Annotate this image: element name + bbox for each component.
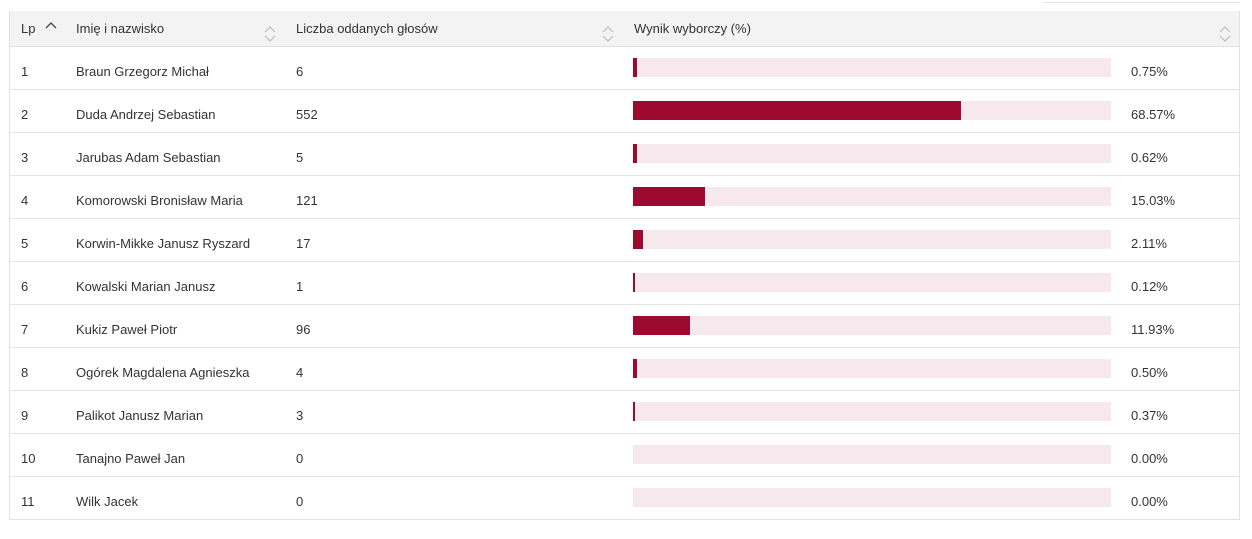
column-header-name-label: Imię i nazwisko [76, 21, 165, 36]
table-row: 11 Wilk Jacek 0 0.00% [10, 477, 1239, 519]
row-lp: 8 [21, 365, 29, 380]
row-candidate-name: Komorowski Bronisław Maria [76, 193, 243, 208]
row-lp: 1 [21, 64, 29, 79]
row-percentage: 0.50% [1131, 365, 1168, 380]
row-candidate-name: Tanajno Paweł Jan [76, 451, 186, 466]
sort-updown-icon [1219, 21, 1231, 42]
result-bar-fill [633, 316, 691, 335]
table-row: 2 Duda Andrzej Sebastian 552 68.57% [10, 90, 1239, 133]
row-candidate-name: Ogórek Magdalena Agnieszka [76, 365, 250, 380]
result-bar-track [633, 144, 1111, 163]
result-bar-track [633, 187, 1111, 206]
column-header-result-label: Wynik wyborczy (%) [634, 21, 751, 36]
result-bar-fill [633, 101, 961, 120]
row-lp: 2 [21, 107, 29, 122]
chevron-up-icon [45, 12, 57, 59]
row-votes: 96 [296, 322, 311, 337]
table-row: 5 Korwin-Mikke Janusz Ryszard 17 2.11% [10, 219, 1239, 262]
row-candidate-name: Korwin-Mikke Janusz Ryszard [76, 236, 251, 251]
result-bar-fill [633, 359, 637, 378]
column-header-votes[interactable]: Liczba oddanych głosów [296, 12, 626, 46]
table-row: 8 Ogórek Magdalena Agnieszka 4 0.50% [10, 348, 1239, 391]
table-row: 6 Kowalski Marian Janusz 1 0.12% [10, 262, 1239, 305]
result-bar-track [633, 58, 1111, 77]
row-percentage: 15.03% [1131, 193, 1176, 208]
row-votes: 121 [296, 193, 318, 208]
result-bar-fill [633, 144, 637, 163]
column-header-result[interactable]: Wynik wyborczy (%) [634, 12, 1234, 46]
table-row: 1 Braun Grzegorz Michał 6 0.75% [10, 47, 1239, 90]
row-percentage: 0.75% [1131, 64, 1168, 79]
row-lp: 7 [21, 322, 29, 337]
row-percentage: 2.11% [1131, 236, 1167, 251]
row-votes: 1 [296, 279, 304, 294]
row-candidate-name: Duda Andrzej Sebastian [76, 107, 216, 122]
result-bar-track [633, 101, 1111, 120]
row-lp: 5 [21, 236, 29, 251]
column-header-lp-label: Lp [21, 21, 36, 36]
result-bar-fill [633, 58, 637, 77]
row-candidate-name: Jarubas Adam Sebastian [76, 150, 221, 165]
result-bar-track [633, 402, 1111, 421]
results-table: Lp Imię i nazwisko Liczba oddanych głosó… [9, 11, 1240, 520]
row-percentage: 0.37% [1131, 408, 1168, 423]
row-percentage: 11.93% [1131, 322, 1175, 337]
result-bar-track [633, 273, 1111, 292]
row-percentage: 0.12% [1131, 279, 1168, 294]
table-row: 10 Tanajno Paweł Jan 0 0.00% [10, 434, 1239, 477]
sort-updown-icon [602, 21, 614, 42]
row-percentage: 0.62% [1131, 150, 1168, 165]
row-percentage: 68.57% [1131, 107, 1176, 122]
result-bar-track [633, 230, 1111, 249]
table-row: 4 Komorowski Bronisław Maria 121 15.03% [10, 176, 1239, 219]
row-votes: 6 [296, 64, 304, 79]
row-votes: 552 [296, 107, 318, 122]
result-bar-fill [633, 402, 635, 421]
row-lp: 3 [21, 150, 29, 165]
result-bar-track [633, 316, 1111, 335]
row-candidate-name: Palikot Janusz Marian [76, 408, 204, 423]
result-bar-track [633, 445, 1111, 464]
row-percentage: 0.00% [1131, 451, 1168, 466]
result-bar-track [633, 488, 1111, 507]
row-votes: 0 [296, 451, 304, 466]
table-row: 7 Kukiz Paweł Piotr 96 11.93% [10, 305, 1239, 348]
row-votes: 17 [296, 236, 311, 251]
row-lp: 10 [21, 451, 36, 466]
result-bar-fill [633, 230, 644, 249]
table-row: 9 Palikot Janusz Marian 3 0.37% [10, 391, 1239, 434]
top-divider [1044, 0, 1240, 3]
result-bar-track [633, 359, 1111, 378]
row-votes: 3 [296, 408, 304, 423]
row-candidate-name: Braun Grzegorz Michał [76, 64, 209, 79]
row-percentage: 0.00% [1131, 494, 1168, 509]
column-header-name[interactable]: Imię i nazwisko [76, 12, 286, 46]
result-bar-fill [633, 273, 635, 292]
row-votes: 0 [296, 494, 304, 509]
row-lp: 4 [21, 193, 29, 208]
row-votes: 5 [296, 150, 304, 165]
row-lp: 6 [21, 279, 29, 294]
result-bar-fill [633, 187, 705, 206]
table-header: Lp Imię i nazwisko Liczba oddanych głosó… [10, 11, 1239, 47]
row-candidate-name: Kowalski Marian Janusz [76, 279, 216, 294]
sort-updown-icon [264, 21, 276, 42]
column-header-votes-label: Liczba oddanych głosów [296, 21, 438, 36]
row-votes: 4 [296, 365, 304, 380]
column-header-lp[interactable]: Lp [21, 12, 71, 46]
table-row: 3 Jarubas Adam Sebastian 5 0.62% [10, 133, 1239, 176]
row-lp: 11 [21, 494, 35, 509]
row-candidate-name: Wilk Jacek [76, 494, 139, 509]
row-lp: 9 [21, 408, 29, 423]
table-body: 1 Braun Grzegorz Michał 6 0.75% 2 Duda Andrze… [10, 47, 1239, 519]
row-candidate-name: Kukiz Paweł Piotr [76, 322, 178, 337]
